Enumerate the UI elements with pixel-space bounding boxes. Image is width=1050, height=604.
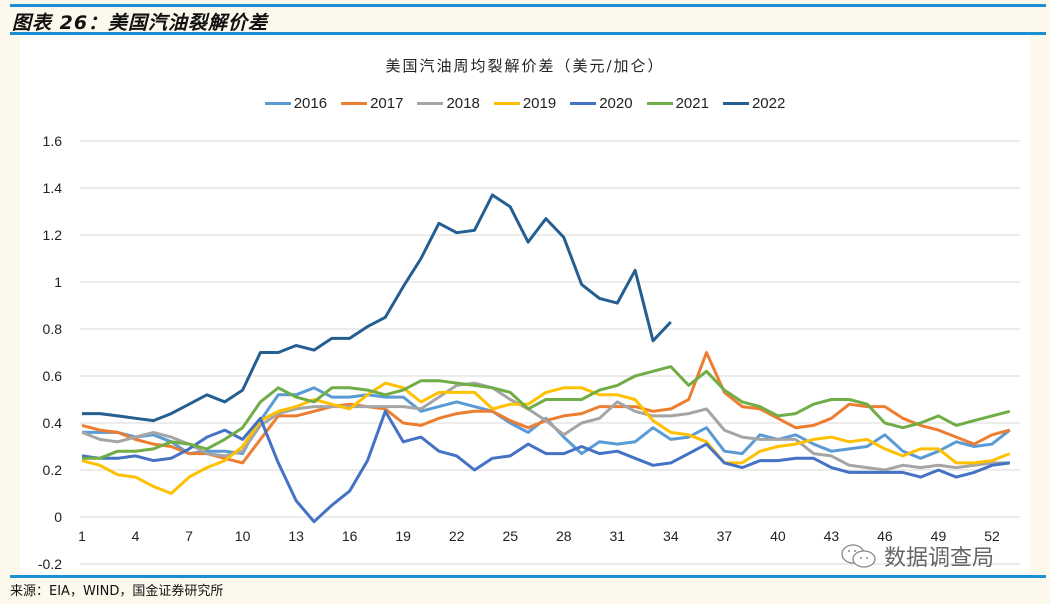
legend-item-2017: 2017 <box>341 95 403 112</box>
legend-label: 2020 <box>599 95 633 112</box>
x-axis: 1 4 7 10 13 16 19 22 25 28 31 34 37 40 43 46 49 52 <box>78 528 1000 544</box>
x-tick-label: 37 <box>717 528 733 544</box>
x-tick-label: 25 <box>502 528 518 544</box>
legend-item-2016: 2016 <box>264 95 328 112</box>
legend-label: 2017 <box>370 95 404 112</box>
y-tick-label: 0.6 <box>43 368 63 384</box>
x-tick-label: 13 <box>288 528 304 544</box>
x-tick-label: 22 <box>449 528 465 544</box>
legend-label: 2018 <box>446 95 480 112</box>
legend: 2016 2017 2018 2019 2020 2021 2022 <box>0 95 1050 112</box>
source-rule <box>10 575 1046 578</box>
legend-label: 2021 <box>675 95 709 112</box>
gridlines <box>80 140 1020 565</box>
series-line-2021 <box>82 365 1011 460</box>
legend-item-2019: 2019 <box>493 95 557 112</box>
legend-swatch <box>493 102 520 105</box>
x-tick-label: 10 <box>235 528 251 544</box>
legend-swatch <box>417 102 444 105</box>
legend-swatch <box>264 102 291 105</box>
y-tick-label: 1.4 <box>43 180 63 196</box>
legend-item-2022: 2022 <box>722 95 786 112</box>
series-line-2019 <box>81 381 1011 495</box>
legend-label: 2016 <box>293 95 328 112</box>
legend-label: 2019 <box>522 95 557 112</box>
chart-title: 美国汽油周均裂解价差（美元/加仑） <box>385 57 665 75</box>
series-lines <box>81 193 1011 524</box>
source-note: 来源：EIA，WIND，国金证券研究所 <box>10 584 224 599</box>
y-tick-label: 1.2 <box>43 227 63 243</box>
y-tick-label: 0.4 <box>43 415 63 431</box>
wechat-icon <box>841 544 876 568</box>
series-line-2020 <box>81 409 1011 524</box>
y-tick-label: 0.8 <box>43 321 63 337</box>
x-tick-label: 49 <box>931 528 947 544</box>
figure-title: 图表 26：美国汽油裂解价差 <box>12 12 269 34</box>
watermark: 数据调查局 <box>840 540 994 572</box>
legend-swatch <box>570 102 597 105</box>
chart-area <box>20 35 1030 576</box>
x-tick-label: 43 <box>824 528 840 544</box>
y-tick-label: 0.2 <box>43 462 63 478</box>
legend-swatch <box>646 102 673 105</box>
legend-item-2020: 2020 <box>570 95 633 112</box>
x-tick-label: 40 <box>770 528 786 544</box>
x-tick-label: 4 <box>132 528 140 544</box>
x-tick-label: 16 <box>342 528 358 544</box>
y-tick-label: 0 <box>54 509 62 525</box>
series-line-2022 <box>82 193 672 423</box>
x-tick-label: 31 <box>610 528 626 544</box>
legend-swatch <box>341 102 368 105</box>
y-tick-label: 1.6 <box>43 133 63 149</box>
legend-item-2021: 2021 <box>646 95 709 112</box>
legend-swatch <box>722 102 749 105</box>
title-rule-bottom <box>10 32 1046 35</box>
x-tick-label: 28 <box>556 528 572 544</box>
legend-label: 2022 <box>751 95 786 112</box>
x-tick-label: 7 <box>185 528 193 544</box>
y-tick-label: 1 <box>54 274 62 290</box>
x-tick-label: 52 <box>984 528 1000 544</box>
x-tick-label: 34 <box>663 528 679 544</box>
x-tick-label: 19 <box>395 528 411 544</box>
watermark-text: 数据调查局 <box>884 546 995 571</box>
x-tick-label: 46 <box>877 528 893 544</box>
y-tick-label: -0.2 <box>38 556 62 572</box>
x-tick-label: 1 <box>78 528 86 544</box>
legend-item-2018: 2018 <box>417 95 480 112</box>
y-axis: -0.2 0 0.2 0.4 0.6 0.8 1 1.2 1.4 1.6 <box>38 133 62 572</box>
title-rule-top <box>10 4 1046 7</box>
